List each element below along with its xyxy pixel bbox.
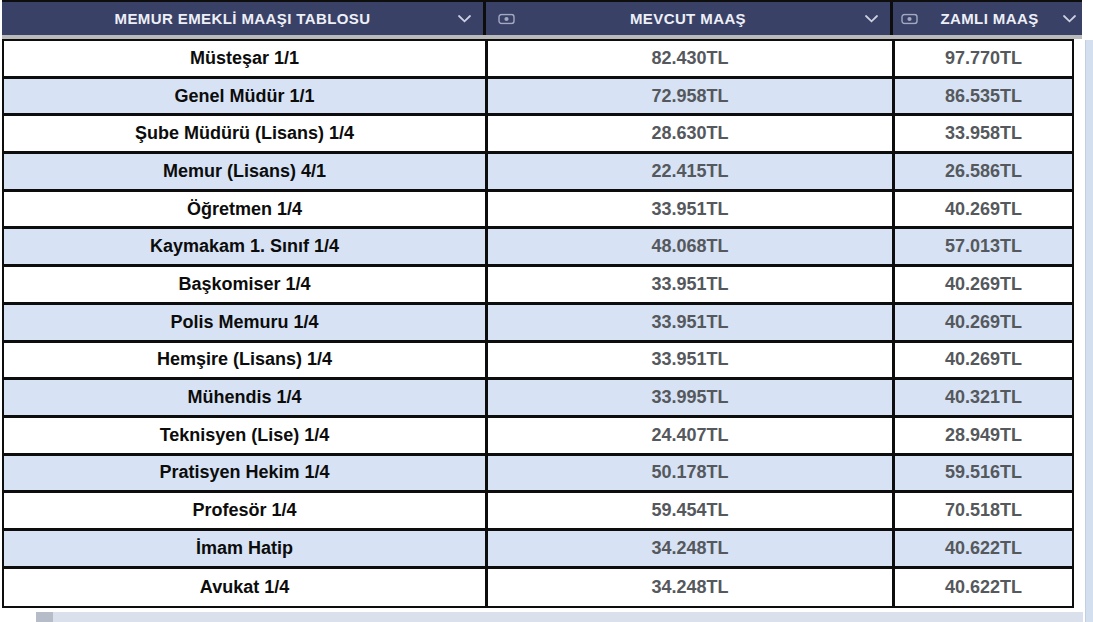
table-row: İmam Hatip 34.248TL 40.622TL [4, 531, 1072, 569]
cell-current-salary[interactable]: 50.178TL [488, 456, 895, 491]
cell-raised-salary[interactable]: 40.269TL [895, 305, 1072, 340]
cell-current-salary[interactable]: 28.630TL [488, 116, 895, 151]
cell-job-title[interactable]: İmam Hatip [4, 531, 488, 566]
cell-job-title[interactable]: Memur (Lisans) 4/1 [4, 154, 488, 189]
cell-raised-salary[interactable]: 40.269TL [895, 267, 1072, 302]
salary-table: Müsteşar 1/1 82.430TL 97.770TL Genel Müd… [2, 39, 1074, 608]
table-row: Polis Memuru 1/4 33.951TL 40.269TL [4, 305, 1072, 343]
cell-current-salary[interactable]: 59.454TL [488, 493, 895, 528]
column-header-current-salary[interactable]: MEVCUT MAAŞ [486, 2, 893, 35]
table-row: Genel Müdür 1/1 72.958TL 86.535TL [4, 79, 1072, 117]
chevron-down-icon[interactable] [1063, 15, 1076, 23]
table-row: Profesör 1/4 59.454TL 70.518TL [4, 493, 1072, 531]
table-row: Öğretmen 1/4 33.951TL 40.269TL [4, 192, 1072, 230]
cell-job-title[interactable]: Kaymakam 1. Sınıf 1/4 [4, 229, 488, 264]
cell-job-title[interactable]: Genel Müdür 1/1 [4, 79, 488, 114]
table-row: Avukat 1/4 34.248TL 40.622TL [4, 569, 1072, 607]
cell-current-salary[interactable]: 48.068TL [488, 229, 895, 264]
cell-job-title[interactable]: Polis Memuru 1/4 [4, 305, 488, 340]
cell-job-title[interactable]: Profesör 1/4 [4, 493, 488, 528]
vertical-scrollbar[interactable] [1085, 40, 1093, 622]
cell-raised-salary[interactable]: 97.770TL [895, 41, 1072, 76]
cell-current-salary[interactable]: 33.995TL [488, 380, 895, 415]
cell-job-title[interactable]: Hemşire (Lisans) 1/4 [4, 343, 488, 378]
table-row: Müsteşar 1/1 82.430TL 97.770TL [4, 41, 1072, 79]
table-row: Pratisyen Hekim 1/4 50.178TL 59.516TL [4, 456, 1072, 494]
cell-raised-salary[interactable]: 33.958TL [895, 116, 1072, 151]
chevron-down-icon[interactable] [458, 15, 471, 23]
cell-current-salary[interactable]: 33.951TL [488, 305, 895, 340]
cell-job-title[interactable]: Avukat 1/4 [4, 569, 488, 607]
table-title: MEMUR EMEKLİ MAAŞI TABLOSU [115, 10, 371, 27]
banknote-icon [498, 13, 515, 24]
cell-raised-salary[interactable]: 59.516TL [895, 456, 1072, 491]
header-row: MEMUR EMEKLİ MAAŞI TABLOSU MEVCUT MAAŞ Z… [2, 2, 1082, 35]
horizontal-scrollbar[interactable] [36, 612, 1083, 622]
cell-job-title[interactable]: Başkomiser 1/4 [4, 267, 488, 302]
scrollbar-thumb[interactable] [36, 612, 53, 622]
table-row: Teknisyen (Lise) 1/4 24.407TL 28.949TL [4, 418, 1072, 456]
table-row: Başkomiser 1/4 33.951TL 40.269TL [4, 267, 1072, 305]
chevron-down-icon[interactable] [865, 15, 878, 23]
cell-job-title[interactable]: Teknisyen (Lise) 1/4 [4, 418, 488, 453]
cell-job-title[interactable]: Öğretmen 1/4 [4, 192, 488, 227]
cell-job-title[interactable]: Şube Müdürü (Lisans) 1/4 [4, 116, 488, 151]
column-header-label: ZAMLI MAAŞ [926, 10, 1048, 27]
cell-current-salary[interactable]: 33.951TL [488, 343, 895, 378]
cell-raised-salary[interactable]: 26.586TL [895, 154, 1072, 189]
cell-current-salary[interactable]: 22.415TL [488, 154, 895, 189]
table-row: Hemşire (Lisans) 1/4 33.951TL 40.269TL [4, 343, 1072, 381]
column-header-raised-salary[interactable]: ZAMLI MAAŞ [893, 2, 1082, 35]
cell-raised-salary[interactable]: 40.622TL [895, 531, 1072, 566]
cell-current-salary[interactable]: 33.951TL [488, 192, 895, 227]
cell-raised-salary[interactable]: 86.535TL [895, 79, 1072, 114]
cell-current-salary[interactable]: 72.958TL [488, 79, 895, 114]
cell-raised-salary[interactable]: 40.269TL [895, 343, 1072, 378]
cell-current-salary[interactable]: 82.430TL [488, 41, 895, 76]
table-row: Şube Müdürü (Lisans) 1/4 28.630TL 33.958… [4, 116, 1072, 154]
cell-raised-salary[interactable]: 40.622TL [895, 569, 1072, 607]
cell-current-salary[interactable]: 33.951TL [488, 267, 895, 302]
cell-current-salary[interactable]: 24.407TL [488, 418, 895, 453]
column-header-label: MEVCUT MAAŞ [630, 10, 746, 27]
cell-job-title[interactable]: Müsteşar 1/1 [4, 41, 488, 76]
cell-raised-salary[interactable]: 28.949TL [895, 418, 1072, 453]
cell-raised-salary[interactable]: 70.518TL [895, 493, 1072, 528]
cell-raised-salary[interactable]: 57.013TL [895, 229, 1072, 264]
cell-job-title[interactable]: Mühendis 1/4 [4, 380, 488, 415]
cell-current-salary[interactable]: 34.248TL [488, 531, 895, 566]
table-row: Memur (Lisans) 4/1 22.415TL 26.586TL [4, 154, 1072, 192]
spreadsheet-screenshot: MEMUR EMEKLİ MAAŞI TABLOSU MEVCUT MAAŞ Z… [0, 0, 1093, 622]
column-header-table-title[interactable]: MEMUR EMEKLİ MAAŞI TABLOSU [2, 2, 486, 35]
cell-raised-salary[interactable]: 40.269TL [895, 192, 1072, 227]
cell-current-salary[interactable]: 34.248TL [488, 569, 895, 607]
banknote-icon [901, 13, 918, 24]
table-row: Mühendis 1/4 33.995TL 40.321TL [4, 380, 1072, 418]
cell-raised-salary[interactable]: 40.321TL [895, 380, 1072, 415]
table-row: Kaymakam 1. Sınıf 1/4 48.068TL 57.013TL [4, 229, 1072, 267]
cell-job-title[interactable]: Pratisyen Hekim 1/4 [4, 456, 488, 491]
